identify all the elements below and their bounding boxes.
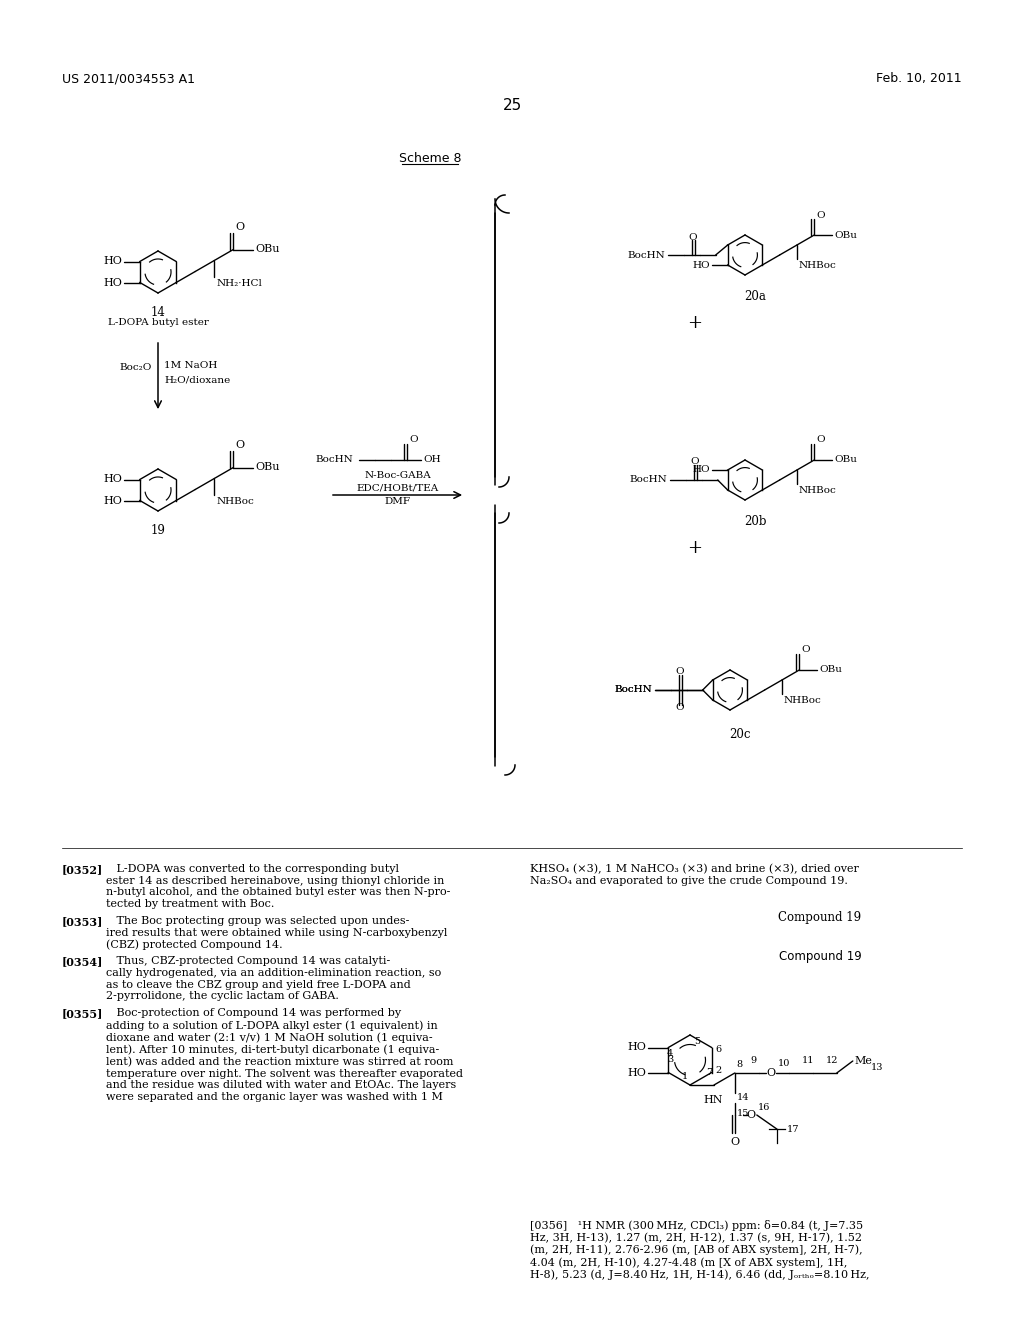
Text: O: O [409,436,418,445]
Text: 2: 2 [716,1067,722,1074]
Text: HO: HO [103,277,122,288]
Text: 1M NaOH: 1M NaOH [164,362,217,371]
Text: BocHN: BocHN [615,685,652,694]
Text: 20b: 20b [743,515,766,528]
Text: US 2011/0034553 A1: US 2011/0034553 A1 [62,73,195,84]
Text: 13: 13 [870,1063,884,1072]
Text: 4: 4 [668,1049,674,1059]
Text: [0354]: [0354] [62,957,103,968]
Text: L-DOPA was converted to the corresponding butyl
ester 14 as described hereinabov: L-DOPA was converted to the correspondin… [106,865,451,908]
Text: [0352]: [0352] [62,865,103,875]
Text: OBu: OBu [255,462,280,473]
Text: NHBoc: NHBoc [799,486,837,495]
Text: BocHN: BocHN [615,685,652,694]
Text: [0355]: [0355] [62,1008,103,1019]
Text: The Boc protecting group was selected upon undes-
ired results that were obtaine: The Boc protecting group was selected up… [106,916,447,950]
Text: Boc-protection of Compound 14 was performed by
adding to a solution of L-DOPA al: Boc-protection of Compound 14 was perfor… [106,1008,463,1102]
Text: [0356]   ¹H NMR (300 MHz, CDCl₃) ppm: δ=0.84 (t, J=7.35
Hz, 3H, H-13), 1.27 (m, : [0356] ¹H NMR (300 MHz, CDCl₃) ppm: δ=0.… [530,1220,869,1280]
Text: +: + [687,314,702,333]
Text: Feb. 10, 2011: Feb. 10, 2011 [877,73,962,84]
Text: 10: 10 [778,1059,791,1068]
Text: NHBoc: NHBoc [799,261,837,271]
Text: HO: HO [628,1043,646,1052]
Text: 17: 17 [786,1125,800,1134]
Text: O: O [816,436,825,445]
Text: N-Boc-GABA: N-Boc-GABA [365,470,431,479]
Text: NHBoc: NHBoc [216,496,254,506]
Text: NH₂·HCl: NH₂·HCl [216,279,262,288]
Text: 9: 9 [751,1056,757,1065]
Text: Boc₂O: Boc₂O [120,363,152,372]
Text: HO: HO [628,1068,646,1077]
Text: O: O [766,1068,775,1078]
Text: HN: HN [703,1096,723,1105]
Text: O: O [236,441,245,450]
Text: BocHN: BocHN [315,455,352,465]
Text: OBu: OBu [835,231,857,239]
Text: HO: HO [103,495,122,506]
Text: Compound 19: Compound 19 [778,950,861,964]
Text: OBu: OBu [819,665,842,675]
Text: HO: HO [692,466,710,474]
Text: Scheme 8: Scheme 8 [398,152,461,165]
Text: L-DOPA butyl ester: L-DOPA butyl ester [108,318,209,327]
Text: H₂O/dioxane: H₂O/dioxane [164,375,230,384]
Text: O: O [730,1137,739,1147]
Text: BocHN: BocHN [630,475,668,484]
Text: 1: 1 [682,1072,688,1081]
Text: 6: 6 [716,1045,722,1053]
Text: 20a: 20a [744,290,766,304]
Text: O: O [802,645,810,655]
Text: O: O [236,223,245,232]
Text: Me: Me [855,1056,872,1067]
Text: 11: 11 [802,1056,814,1065]
Text: OH: OH [423,455,440,465]
Text: 14: 14 [151,306,166,319]
Text: EDC/HOBt/TEA: EDC/HOBt/TEA [356,483,438,492]
Text: O: O [690,458,699,466]
Text: 7: 7 [706,1068,712,1077]
Text: +: + [687,539,702,557]
Text: KHSO₄ (×3), 1 M NaHCO₃ (×3) and brine (×3), dried over
Na₂SO₄ and evaporated to : KHSO₄ (×3), 1 M NaHCO₃ (×3) and brine (×… [530,865,859,886]
Text: HO: HO [103,256,122,267]
Text: HO: HO [103,474,122,484]
Text: O: O [746,1110,756,1119]
Text: 3: 3 [668,1056,674,1064]
Text: OBu: OBu [835,455,857,465]
Text: 14: 14 [737,1093,750,1102]
Text: Compound 19: Compound 19 [778,911,861,924]
Text: 8: 8 [737,1060,742,1069]
Text: 20c: 20c [729,729,751,741]
Text: OBu: OBu [255,244,280,255]
Text: O: O [676,704,684,713]
Text: NHBoc: NHBoc [784,696,821,705]
Text: HO: HO [692,260,710,269]
Text: 25: 25 [503,98,521,114]
Text: O: O [816,210,825,219]
Text: O: O [688,232,697,242]
Text: 5: 5 [694,1038,700,1045]
Text: O: O [676,668,684,676]
Text: Thus, CBZ-protected Compound 14 was catalyti-
cally hydrogenated, via an additio: Thus, CBZ-protected Compound 14 was cata… [106,957,441,1002]
Text: 16: 16 [758,1102,770,1111]
Text: 19: 19 [151,524,166,537]
Text: 15: 15 [737,1109,750,1118]
Text: 12: 12 [825,1056,838,1065]
Text: BocHN: BocHN [628,251,666,260]
Text: DMF: DMF [384,498,411,507]
Text: [0353]: [0353] [62,916,103,927]
